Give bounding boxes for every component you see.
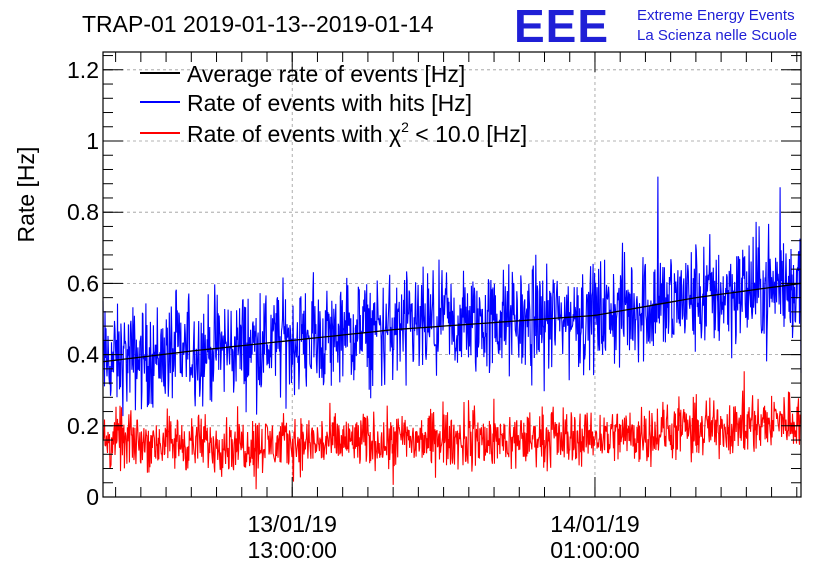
x-tick-label-time: 01:00:00 xyxy=(550,537,640,563)
y-tick-label: 0.8 xyxy=(67,199,99,225)
logo-mark: EEE xyxy=(514,0,609,52)
series-chi2-line xyxy=(102,371,802,490)
plot-frame xyxy=(102,51,802,498)
x-tick-label-date: 13/01/19 xyxy=(247,511,337,537)
legend-entry-hits: Rate of events with hits [Hz] xyxy=(187,90,472,116)
legend-entry-average: Average rate of events [Hz] xyxy=(187,61,465,87)
legend-chi2-part2: < 10.0 [Hz] xyxy=(409,121,527,147)
y-tick-label: 0.4 xyxy=(67,342,99,368)
y-tick-label: 0 xyxy=(86,484,99,510)
legend-entry-chi2: Rate of events with χ2 < 10.0 [Hz] xyxy=(187,119,527,147)
y-tick-label: 0.2 xyxy=(67,413,99,439)
x-tick-label-time: 13:00:00 xyxy=(247,537,337,563)
logo-line1: Extreme Energy Events xyxy=(637,7,795,24)
series-layer xyxy=(102,176,802,490)
y-tick-label: 1 xyxy=(86,128,99,154)
series-hits-line xyxy=(102,176,802,417)
y-axis-label: Rate [Hz] xyxy=(13,147,39,243)
legend: Average rate of events [Hz] Rate of even… xyxy=(140,61,527,147)
x-tick-label-date: 14/01/19 xyxy=(550,511,640,537)
y-tick-label: 1.2 xyxy=(67,57,99,83)
y-tick-label: 0.6 xyxy=(67,270,99,296)
eee-logo: EEE Extreme Energy Events La Scienza nel… xyxy=(514,0,797,52)
series-average-line xyxy=(102,282,802,363)
logo-line2: La Scienza nelle Scuole xyxy=(637,27,797,44)
chart-title: TRAP-01 2019-01-13--2019-01-14 xyxy=(82,11,434,37)
legend-chi2-part1: Rate of events with χ xyxy=(187,121,401,147)
legend-chi2-superscript: 2 xyxy=(401,119,409,135)
